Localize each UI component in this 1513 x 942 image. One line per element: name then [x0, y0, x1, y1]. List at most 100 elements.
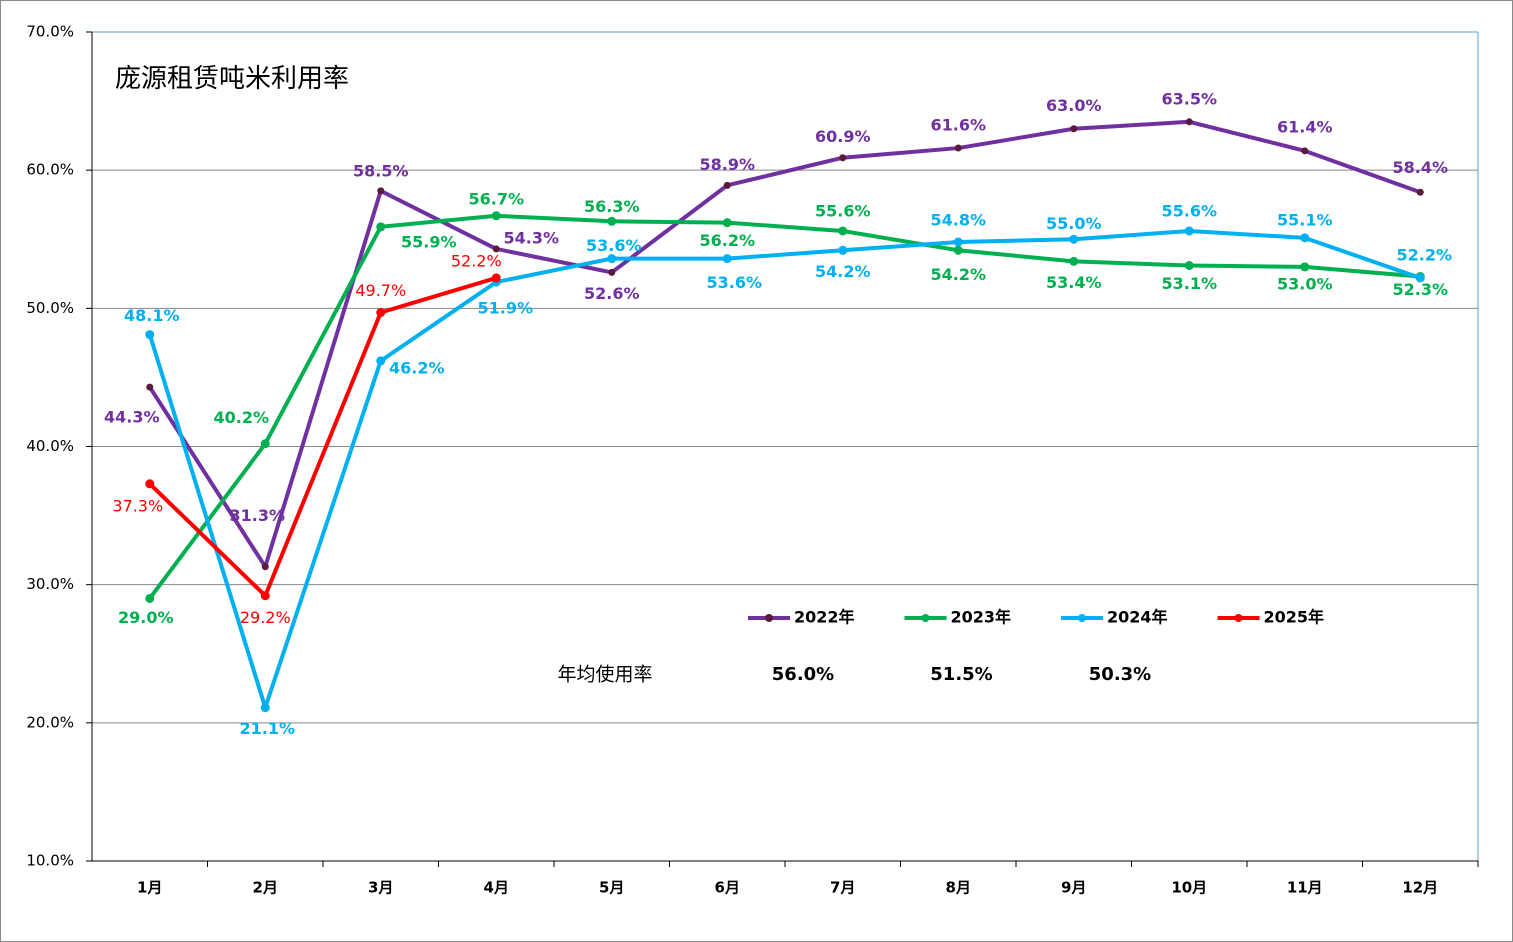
x-tick-label: 4月: [484, 879, 509, 897]
data-point: [1416, 188, 1424, 196]
data-label: 54.3%: [503, 228, 559, 247]
data-point: [723, 181, 731, 189]
data-label: 55.9%: [401, 232, 457, 251]
data-label: 56.3%: [584, 197, 640, 216]
y-tick-label: 40.0%: [26, 437, 74, 455]
data-point: [492, 245, 500, 253]
legend-label: 2023年: [951, 608, 1012, 627]
y-tick-label: 50.0%: [26, 299, 74, 317]
data-label: 63.0%: [1046, 96, 1102, 115]
data-label: 54.8%: [930, 211, 986, 230]
y-tick-label: 30.0%: [26, 575, 74, 593]
annotation-value: 51.5%: [930, 664, 992, 685]
data-point: [607, 254, 617, 264]
data-point: [491, 211, 501, 221]
legend-label: 2022年: [794, 608, 855, 627]
data-label: 52.6%: [584, 284, 640, 303]
data-point: [607, 216, 617, 226]
data-point: [377, 187, 385, 195]
x-tick-label: 6月: [715, 879, 740, 897]
data-point: [1185, 118, 1193, 126]
data-point: [145, 330, 155, 340]
data-label: 51.9%: [477, 299, 533, 318]
series-line: [148, 119, 1421, 569]
x-tick-label: 10月: [1171, 879, 1207, 897]
data-label: 31.3%: [229, 506, 285, 525]
data-point: [491, 273, 501, 283]
y-tick-label: 60.0%: [26, 161, 74, 179]
data-label: 53.0%: [1277, 274, 1333, 293]
legend-label: 2024年: [1107, 608, 1168, 627]
data-label: 44.3%: [104, 408, 160, 427]
data-label: 49.7%: [355, 281, 406, 300]
data-label: 53.1%: [1161, 274, 1217, 293]
x-tick-label: 8月: [946, 879, 971, 897]
data-point: [376, 356, 386, 366]
data-label: 53.6%: [586, 236, 642, 255]
x-tick-label: 3月: [368, 879, 393, 897]
data-point: [838, 245, 848, 255]
x-tick-label: 11月: [1287, 879, 1323, 897]
data-point: [953, 237, 963, 247]
data-label: 21.1%: [239, 719, 295, 738]
data-label: 29.0%: [118, 608, 174, 627]
data-label: 63.5%: [1161, 89, 1217, 108]
data-label: 29.2%: [240, 608, 291, 627]
legend-marker: [765, 614, 773, 622]
annotation-label: 年均使用率: [557, 664, 652, 686]
data-point: [1415, 273, 1425, 283]
data-label: 58.5%: [353, 161, 409, 180]
data-label: 52.2%: [1396, 245, 1452, 264]
data-label: 54.2%: [815, 262, 871, 281]
data-label: 61.6%: [930, 116, 986, 135]
data-label: 48.1%: [124, 306, 180, 325]
x-tick-label: 2月: [253, 879, 278, 897]
data-label: 46.2%: [389, 358, 445, 377]
data-point: [260, 703, 270, 713]
data-point: [1301, 147, 1309, 155]
data-label: 52.2%: [451, 251, 502, 270]
data-point: [1069, 256, 1079, 266]
data-label: 61.4%: [1277, 117, 1333, 136]
annotation-value: 50.3%: [1089, 664, 1151, 685]
data-label: 53.4%: [1046, 273, 1102, 292]
y-tick-label: 70.0%: [26, 23, 74, 41]
series-line: [148, 213, 1421, 600]
data-point: [145, 479, 155, 489]
data-label: 53.6%: [706, 273, 762, 292]
chart-title: 庞源租赁吨米利用率: [115, 64, 349, 94]
data-label: 40.2%: [213, 408, 269, 427]
data-point: [722, 254, 732, 264]
x-tick-label: 5月: [599, 879, 624, 897]
data-point: [1184, 226, 1194, 236]
y-tick-label: 10.0%: [26, 852, 74, 870]
data-point: [1184, 261, 1194, 271]
legend-marker: [1234, 614, 1243, 622]
data-point: [722, 218, 732, 228]
y-tick-label: 20.0%: [26, 713, 74, 731]
legend-marker: [921, 614, 930, 622]
data-point: [839, 154, 847, 162]
data-label: 55.1%: [1277, 210, 1333, 229]
data-label: 55.6%: [815, 201, 871, 220]
data-point: [376, 307, 386, 317]
data-point: [1070, 125, 1078, 133]
series-line: [147, 228, 1421, 710]
series-line: [148, 276, 497, 598]
x-tick-label: 7月: [830, 879, 855, 897]
data-label: 58.9%: [699, 155, 755, 174]
data-point: [1300, 262, 1310, 272]
data-label: 55.0%: [1046, 214, 1102, 233]
data-point: [376, 222, 386, 232]
data-point: [1300, 233, 1310, 243]
data-label: 52.3%: [1392, 280, 1448, 299]
data-point: [838, 226, 848, 236]
x-tick-label: 9月: [1061, 879, 1086, 897]
data-label: 56.7%: [468, 189, 524, 208]
data-point: [608, 268, 616, 276]
data-point: [260, 439, 270, 449]
data-label: 55.6%: [1161, 201, 1217, 220]
data-point: [954, 144, 962, 152]
